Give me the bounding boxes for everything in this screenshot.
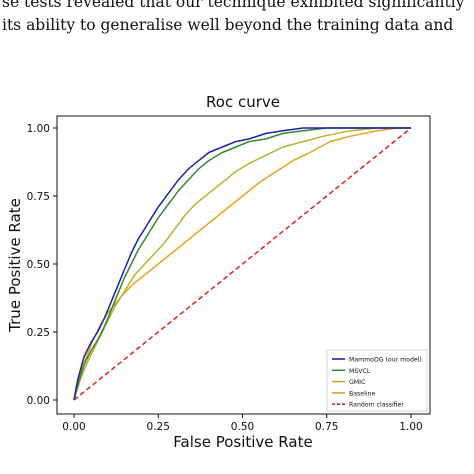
series-layer — [73, 127, 412, 401]
paper-text-line-1: se tests revealed that our technique exh… — [2, 0, 465, 11]
legend-label: Random classifier — [349, 402, 404, 409]
series-line-msvcl — [73, 127, 411, 401]
legend-label: Baseline — [349, 390, 375, 397]
y-tick-label: 1.00 — [27, 123, 50, 135]
x-axis-ticks: 0.00 0.25 0.50 0.75 1.00 — [62, 414, 423, 433]
legend-label: MSVCL — [349, 368, 371, 375]
paper-text-line-2: its ability to generalise well beyond th… — [2, 16, 454, 34]
y-tick-label: 0.50 — [27, 259, 50, 271]
y-tick-label: 0.75 — [27, 191, 50, 203]
legend-label: GMIC — [349, 379, 365, 386]
chart-title: Roc curve — [206, 93, 280, 111]
y-axis-label: True Positive Rate — [6, 198, 24, 333]
plot-frame — [56, 115, 431, 415]
x-tick-label: 0.50 — [231, 421, 254, 433]
y-tick-label: 0.25 — [27, 327, 50, 339]
x-tick-label: 0.75 — [315, 421, 338, 433]
x-tick-label: 0.25 — [147, 421, 170, 433]
y-tick-label: 0.00 — [27, 395, 50, 407]
legend-label: MammoDG (our model) — [349, 357, 422, 364]
legend: MammoDG (our model) MSVCL GMIC Baseline Rand… — [326, 349, 428, 412]
y-axis-ticks: 0.00 0.25 0.50 0.75 1.00 — [27, 123, 57, 407]
series-line-random-classifier — [73, 127, 412, 401]
x-axis-label: False Positive Rate — [173, 433, 312, 451]
series-line-mammodg-our-model — [73, 127, 411, 401]
x-tick-label: 0.00 — [62, 421, 85, 433]
x-tick-label: 1.00 — [399, 421, 422, 433]
legend-box — [326, 349, 428, 412]
